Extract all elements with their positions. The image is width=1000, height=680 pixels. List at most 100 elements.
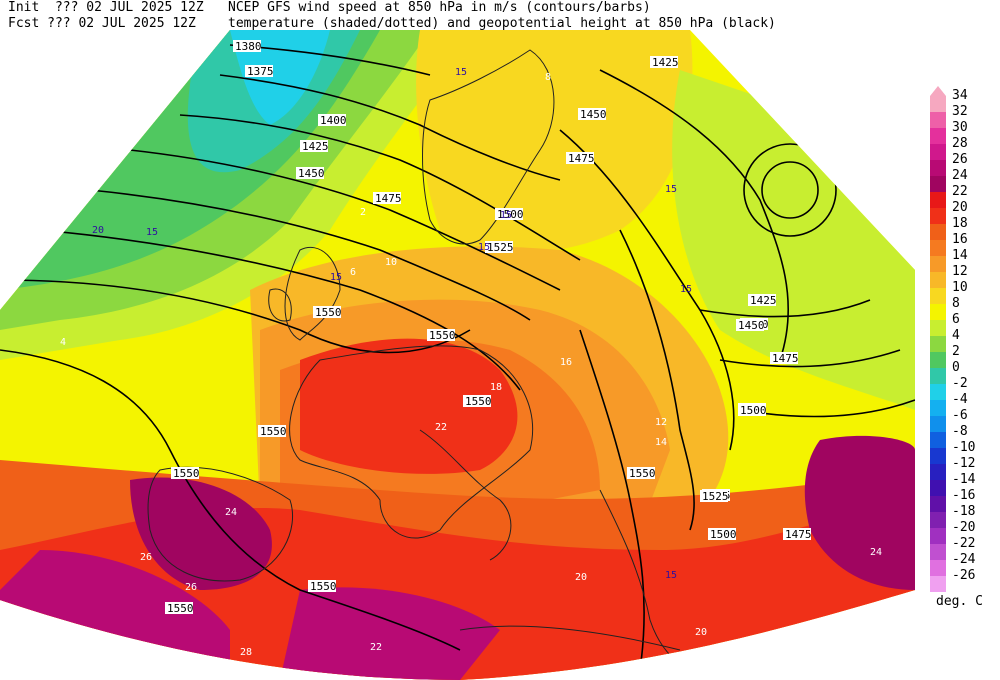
legend-swatch: [930, 336, 946, 352]
legend-swatch: [930, 160, 946, 176]
svg-text:1375: 1375: [247, 65, 274, 78]
wind-label: 15: [455, 67, 467, 78]
legend-swatch: [930, 192, 946, 208]
svg-text:1500: 1500: [710, 528, 737, 541]
wind-labels: 15 20 15 15 15 15 15 15 15: [92, 67, 692, 581]
wind-label: 15: [330, 272, 342, 283]
svg-text:1425: 1425: [302, 140, 329, 153]
wind-label: 15: [665, 184, 677, 195]
legend-swatch: [930, 144, 946, 160]
temp-label: 18: [490, 382, 502, 393]
legend-arrow-icon: [930, 86, 946, 96]
temp-label: 6: [350, 267, 356, 278]
legend-label: 34: [952, 88, 968, 103]
height-label: 1550: [171, 467, 200, 480]
temp-label: 12: [655, 417, 667, 428]
temp-label: 4: [60, 337, 66, 348]
height-label: 1450: [736, 319, 765, 332]
temperature-field: [0, 30, 915, 680]
wind-label: 15: [680, 284, 692, 295]
legend-swatch: [930, 208, 946, 224]
temp-label: 14: [655, 437, 667, 448]
legend-swatch: [930, 464, 946, 480]
temp-label: 8: [545, 72, 551, 83]
legend-label: 2: [952, 344, 960, 359]
temp-label: 28: [240, 647, 252, 658]
legend-swatch: [930, 432, 946, 448]
legend-label: -16: [952, 488, 976, 503]
height-label: 1450: [578, 108, 607, 121]
wind-label: 15: [500, 210, 512, 221]
height-label: 1500: [708, 528, 737, 541]
svg-text:1450: 1450: [738, 319, 765, 332]
temp-label: 22: [435, 422, 447, 433]
legend-label: -4: [952, 392, 968, 407]
height-label: 1550: [308, 580, 337, 593]
temp-label: 24: [870, 547, 882, 558]
temp-label: 16: [560, 357, 572, 368]
svg-text:1550: 1550: [465, 395, 492, 408]
temp-label: 22: [370, 642, 382, 653]
legend-label: 14: [952, 248, 968, 263]
legend-label: 28: [952, 136, 968, 151]
temperature-legend: 34 32 30 28 26 24 22 20 18 16 14 12 10 8 6 4 2 0 -2 -4 -6 -8-…: [928, 86, 1000, 616]
height-label: 1475: [566, 152, 595, 165]
temp-label: 24: [225, 507, 237, 518]
legend-label: -14: [952, 472, 976, 487]
forecast-time-label: Fcst ??? 02 JUL 2025 12Z: [8, 16, 196, 31]
legend-label: 0: [952, 360, 960, 375]
height-label: 1550: [627, 467, 656, 480]
legend-swatch: [930, 112, 946, 128]
svg-text:1425: 1425: [750, 294, 777, 307]
legend-swatch: [930, 256, 946, 272]
height-labels: 1380 1375 1400 1425 1450 1475 1500 1525 …: [165, 40, 812, 615]
legend-swatch: [930, 320, 946, 336]
height-label: 1550: [258, 425, 287, 438]
legend-label: -2: [952, 376, 968, 391]
init-time-label: Init ??? 02 JUL 2025 12Z: [8, 0, 204, 15]
legend-swatch: [930, 224, 946, 240]
legend-swatch: [930, 272, 946, 288]
height-label: 1525: [700, 490, 729, 503]
height-label: 1475: [770, 352, 799, 365]
legend-label: 24: [952, 168, 968, 183]
legend-swatch: [930, 544, 946, 560]
wind-label: 15: [665, 570, 677, 581]
height-label: 1550: [165, 602, 194, 615]
legend-label: 20: [952, 200, 968, 215]
legend-swatch: [930, 416, 946, 432]
legend-swatch: [930, 512, 946, 528]
legend-label: -8: [952, 424, 968, 439]
svg-text:1500: 1500: [497, 208, 524, 221]
svg-text:1425: 1425: [652, 56, 679, 69]
svg-text:1525: 1525: [702, 490, 729, 503]
legend-label: -18: [952, 504, 976, 519]
legend-swatch: [930, 528, 946, 544]
svg-text:1450: 1450: [298, 167, 325, 180]
legend-swatch: [930, 288, 946, 304]
height-label: 1525: [485, 241, 514, 254]
height-label: 1550: [427, 329, 456, 342]
legend-label: -26: [952, 568, 976, 583]
legend-label: 26: [952, 152, 968, 167]
chart-header: Init ??? 02 JUL 2025 12Z NCEP GFS wind s…: [8, 0, 808, 34]
height-label: 1425: [748, 294, 777, 307]
legend-label: -10: [952, 440, 976, 455]
weather-map: 1380 1375 1400 1425 1450 1475 1500 1525 …: [0, 30, 915, 680]
title-line-2: temperature (shaded/dotted) and geopoten…: [228, 16, 776, 31]
legend-swatch: [930, 400, 946, 416]
temp-label: 2: [360, 207, 366, 218]
legend-swatch: [930, 176, 946, 192]
legend-swatch: [930, 96, 946, 112]
legend-swatch: [930, 352, 946, 368]
legend-label: 16: [952, 232, 968, 247]
svg-text:1475: 1475: [785, 528, 812, 541]
wind-label: 15: [478, 242, 490, 253]
title-line-1: NCEP GFS wind speed at 850 hPa in m/s (c…: [228, 0, 651, 15]
svg-text:1400: 1400: [320, 114, 347, 127]
wind-label: 15: [146, 227, 158, 238]
legend-swatch: [930, 560, 946, 576]
legend-swatch: [930, 128, 946, 144]
legend-label: -20: [952, 520, 976, 535]
svg-text:1475: 1475: [772, 352, 799, 365]
